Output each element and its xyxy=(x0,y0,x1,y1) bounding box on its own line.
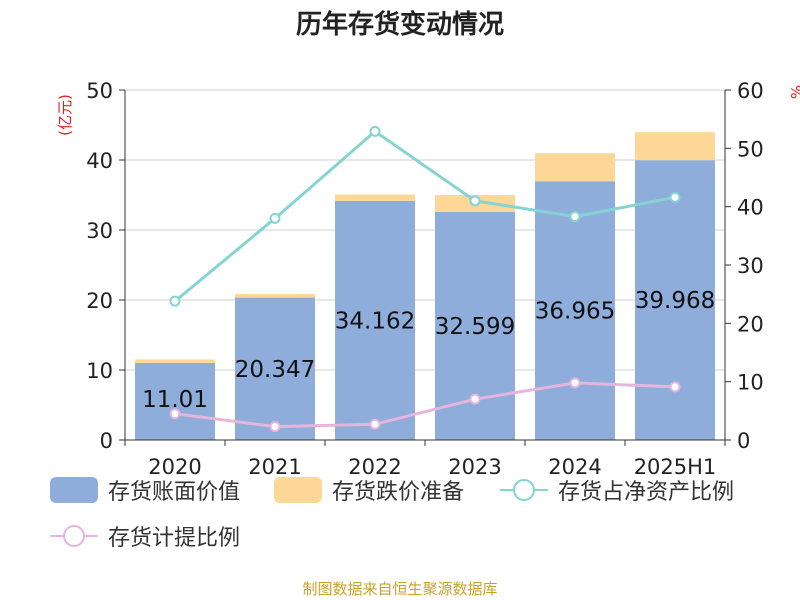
y-tick-label-left: 50 xyxy=(86,79,113,103)
y-tick-label-right: 50 xyxy=(737,137,764,161)
bar-value-label: 34.162 xyxy=(335,308,415,334)
bar-value-label: 39.968 xyxy=(635,288,715,314)
x-tick-label: 2020 xyxy=(148,455,201,479)
y-axis-right-label: % xyxy=(788,85,800,99)
y-tick-label-left: 0 xyxy=(100,429,113,453)
bar-value-label: 36.965 xyxy=(535,299,615,325)
legend-swatch-inventory-book-value xyxy=(50,477,98,503)
legend-label-inventory-book-value: 存货账面价值 xyxy=(108,480,241,505)
bar-impairment-reserve xyxy=(635,132,715,161)
y-tick-label-left: 30 xyxy=(86,219,113,243)
point-inventory-to-net-assets xyxy=(269,212,281,224)
y-tick-label-left: 20 xyxy=(86,289,113,313)
legend-swatch-provision-ratio xyxy=(50,523,98,549)
x-tick-label: 2025H1 xyxy=(634,455,717,479)
legend-item-inventory-book-value[interactable]: 存货账面价值 xyxy=(50,474,240,506)
data-source-note: 制图数据来自恒生聚源数据库 xyxy=(302,580,498,598)
bar-book-value xyxy=(635,160,715,440)
bar-value-label: 20.347 xyxy=(235,357,315,383)
point-provision-ratio xyxy=(569,377,581,389)
legend-item-inventory-to-net-assets[interactable]: 存货占净资产比例 xyxy=(500,474,734,506)
legend-swatch-impairment-reserve xyxy=(274,477,322,503)
chart-title: 历年存货变动情况 xyxy=(295,10,504,40)
y-tick-label-left: 10 xyxy=(86,359,113,383)
legend-label-provision-ratio: 存货计提比例 xyxy=(108,526,241,551)
point-inventory-to-net-assets xyxy=(669,191,681,203)
point-provision-ratio xyxy=(369,418,381,430)
y-tick-label-left: 40 xyxy=(86,149,113,173)
bar-book-value xyxy=(235,297,315,440)
point-inventory-to-net-assets xyxy=(569,211,581,223)
point-inventory-to-net-assets xyxy=(369,125,381,137)
bar-impairment-reserve xyxy=(335,194,415,201)
y-tick-label-right: 20 xyxy=(737,312,764,336)
point-inventory-to-net-assets xyxy=(169,295,181,307)
x-tick-label: 2022 xyxy=(348,455,401,479)
x-tick-label: 2021 xyxy=(248,455,301,479)
bar-impairment-reserve xyxy=(535,153,615,182)
legend-item-impairment-reserve[interactable]: 存货跌价准备 xyxy=(274,474,464,506)
y-tick-label-right: 10 xyxy=(737,371,764,395)
legend-label-inventory-to-net-assets: 存货占净资产比例 xyxy=(558,480,735,505)
chart-legend: 存货账面价值 存货跌价准备 存货占净资产比例 存货计提比例 xyxy=(0,470,800,560)
point-provision-ratio xyxy=(469,393,481,405)
legend-item-provision-ratio[interactable]: 存货计提比例 xyxy=(50,520,240,552)
bar-impairment-reserve xyxy=(135,359,215,363)
point-provision-ratio xyxy=(669,381,681,393)
legend-swatch-inventory-to-net-assets xyxy=(500,477,548,503)
legend-label-impairment-reserve: 存货跌价准备 xyxy=(332,480,465,505)
bar-impairment-reserve xyxy=(235,294,315,298)
line-inventory-to-net-assets xyxy=(174,129,676,303)
line-provision-ratio xyxy=(174,381,676,429)
point-inventory-to-net-assets xyxy=(469,195,481,207)
bar-value-label: 32.599 xyxy=(435,314,515,340)
x-tick-label: 2024 xyxy=(548,455,601,479)
y-tick-label-right: 30 xyxy=(737,254,764,278)
x-tick-label: 2023 xyxy=(448,455,501,479)
bar-book-value xyxy=(535,181,615,440)
bar-book-value xyxy=(335,200,415,440)
point-provision-ratio xyxy=(169,408,181,420)
y-tick-label-right: 0 xyxy=(737,429,750,453)
bar-book-value xyxy=(135,362,215,440)
point-provision-ratio xyxy=(269,421,281,433)
y-tick-label-right: 60 xyxy=(737,79,764,103)
y-tick-label-right: 40 xyxy=(737,196,764,220)
y-axis-left-label: (亿元) xyxy=(56,94,74,136)
